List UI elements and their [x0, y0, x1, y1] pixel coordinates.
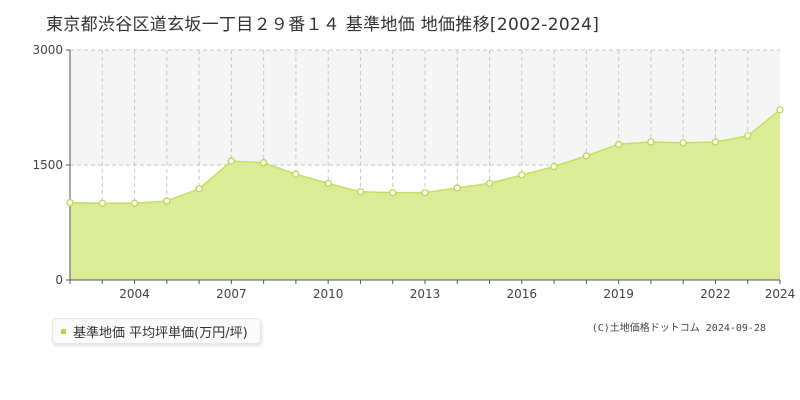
data-point: [550, 162, 558, 171]
x-tick-label: 2024: [765, 287, 796, 301]
chart-title: 東京都渋谷区道玄坂一丁目２９番１４ 基準地価 地価推移[2002-2024]: [46, 15, 600, 35]
data-point: [195, 185, 203, 193]
data-point: [324, 179, 332, 188]
data-point: [98, 199, 106, 207]
data-point: [292, 170, 300, 178]
data-point: [259, 159, 268, 167]
data-point: [130, 199, 139, 207]
y-tick-label: 3000: [32, 43, 63, 57]
x-tick-label: 2013: [410, 287, 441, 301]
data-point: [614, 140, 623, 148]
data-point: [647, 138, 655, 146]
x-tick-label: 2019: [603, 287, 634, 301]
legend-swatch-icon: [61, 328, 66, 334]
y-tick-label: 0: [55, 273, 63, 287]
data-point: [163, 197, 171, 205]
legend-label: 基準地価 平均坪単価(万円/坪): [73, 325, 248, 341]
data-point: [711, 138, 720, 146]
data-point: [227, 157, 236, 165]
data-points: [66, 106, 784, 207]
x-tick-label: 2016: [507, 287, 538, 301]
x-tick-label: 2010: [313, 287, 344, 301]
axes: [66, 49, 781, 284]
x-tick-label: 2022: [700, 287, 731, 301]
data-point: [679, 139, 687, 147]
copyright: (C)土地価格ドットコム 2024-09-28: [591, 323, 766, 334]
data-point: [389, 188, 397, 197]
x-tick-label: 2007: [216, 287, 247, 301]
data-point: [776, 106, 784, 114]
data-point: [356, 188, 365, 196]
data-point: [744, 132, 752, 140]
tick-labels: 0 1500 3000 2004 2007 2010 2013 2016 2019 2022 202…: [32, 43, 795, 301]
data-point: [421, 188, 429, 197]
data-point: [518, 171, 526, 179]
x-tick-label: 2004: [119, 287, 150, 301]
legend: 基準地価 平均坪単価(万円/坪): [52, 318, 261, 344]
y-tick-label: 1500: [32, 158, 63, 172]
data-point: [485, 179, 494, 188]
data-point: [582, 152, 591, 160]
data-point: [66, 198, 74, 207]
data-point: [453, 184, 461, 192]
